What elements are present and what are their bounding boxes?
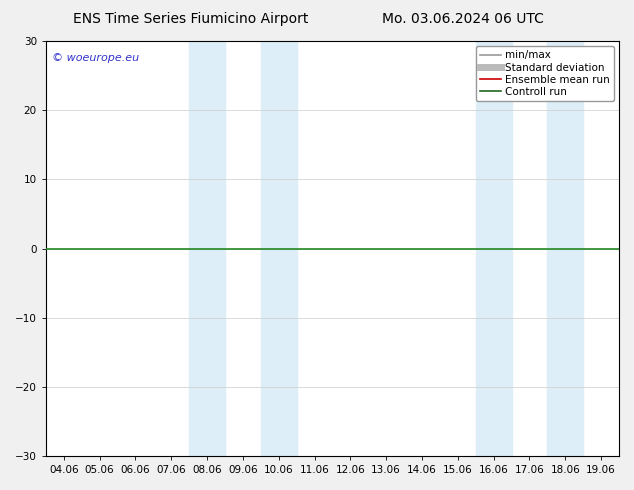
Text: Mo. 03.06.2024 06 UTC: Mo. 03.06.2024 06 UTC <box>382 12 544 26</box>
Text: ENS Time Series Fiumicino Airport: ENS Time Series Fiumicino Airport <box>72 12 308 26</box>
Bar <box>476 41 512 456</box>
Bar <box>261 41 297 456</box>
Bar <box>547 41 583 456</box>
Legend: min/max, Standard deviation, Ensemble mean run, Controll run: min/max, Standard deviation, Ensemble me… <box>476 46 614 101</box>
Bar <box>189 41 225 456</box>
Text: © woeurope.eu: © woeurope.eu <box>51 53 139 64</box>
